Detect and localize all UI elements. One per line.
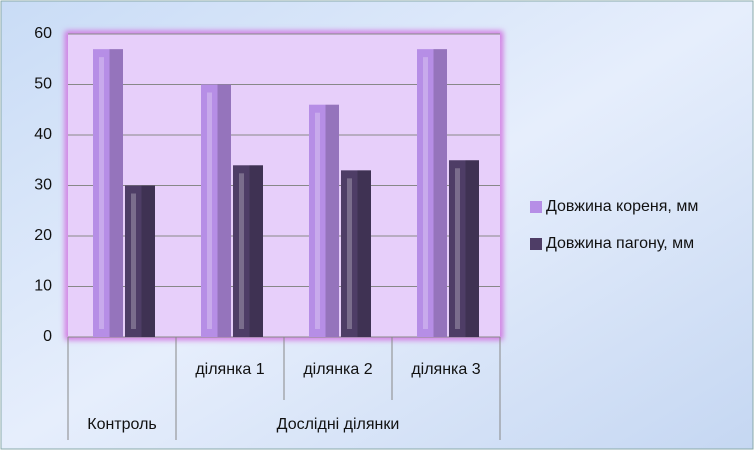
bar bbox=[201, 84, 231, 337]
y-tick-label: 20 bbox=[34, 227, 52, 244]
bar bbox=[309, 104, 339, 337]
legend-label: Довжина пагону, мм bbox=[546, 235, 694, 252]
x-tick-label: ділянка 2 bbox=[303, 361, 372, 378]
bar bbox=[417, 49, 447, 338]
bar-shade bbox=[141, 185, 155, 337]
bar-shade bbox=[357, 170, 371, 337]
bar-shade bbox=[109, 49, 123, 338]
bar bbox=[341, 170, 371, 337]
bar-highlight bbox=[423, 57, 428, 330]
legend-label: Довжина кореня, мм bbox=[546, 198, 698, 215]
x-tick-label: ділянка 3 bbox=[411, 361, 480, 378]
bar bbox=[233, 165, 263, 337]
bar-highlight bbox=[347, 178, 352, 329]
y-tick-label: 60 bbox=[34, 25, 52, 42]
bar-highlight bbox=[455, 168, 460, 329]
bar-shade bbox=[249, 165, 263, 337]
bar-highlight bbox=[131, 193, 136, 329]
bar bbox=[125, 185, 155, 337]
y-tick-label: 10 bbox=[34, 278, 52, 295]
x-tick-label: ділянка 1 bbox=[195, 361, 264, 378]
y-tick-label: 30 bbox=[34, 177, 52, 194]
legend-swatch bbox=[530, 238, 542, 250]
y-tick-label: 50 bbox=[34, 76, 52, 93]
group-label: Контроль bbox=[87, 416, 157, 433]
y-tick-label: 0 bbox=[43, 328, 52, 345]
bar-highlight bbox=[239, 173, 244, 329]
bar-shade bbox=[217, 84, 231, 337]
bar-shade bbox=[465, 160, 479, 337]
bar bbox=[449, 160, 479, 337]
bar bbox=[93, 49, 123, 338]
bar-highlight bbox=[207, 92, 212, 329]
group-label: Дослідні ділянки bbox=[277, 416, 400, 433]
legend-swatch bbox=[530, 201, 542, 213]
bar-highlight bbox=[99, 57, 104, 330]
bar-shade bbox=[325, 104, 339, 337]
bar-shade bbox=[433, 49, 447, 338]
y-tick-label: 40 bbox=[34, 126, 52, 143]
bar-highlight bbox=[315, 112, 320, 329]
